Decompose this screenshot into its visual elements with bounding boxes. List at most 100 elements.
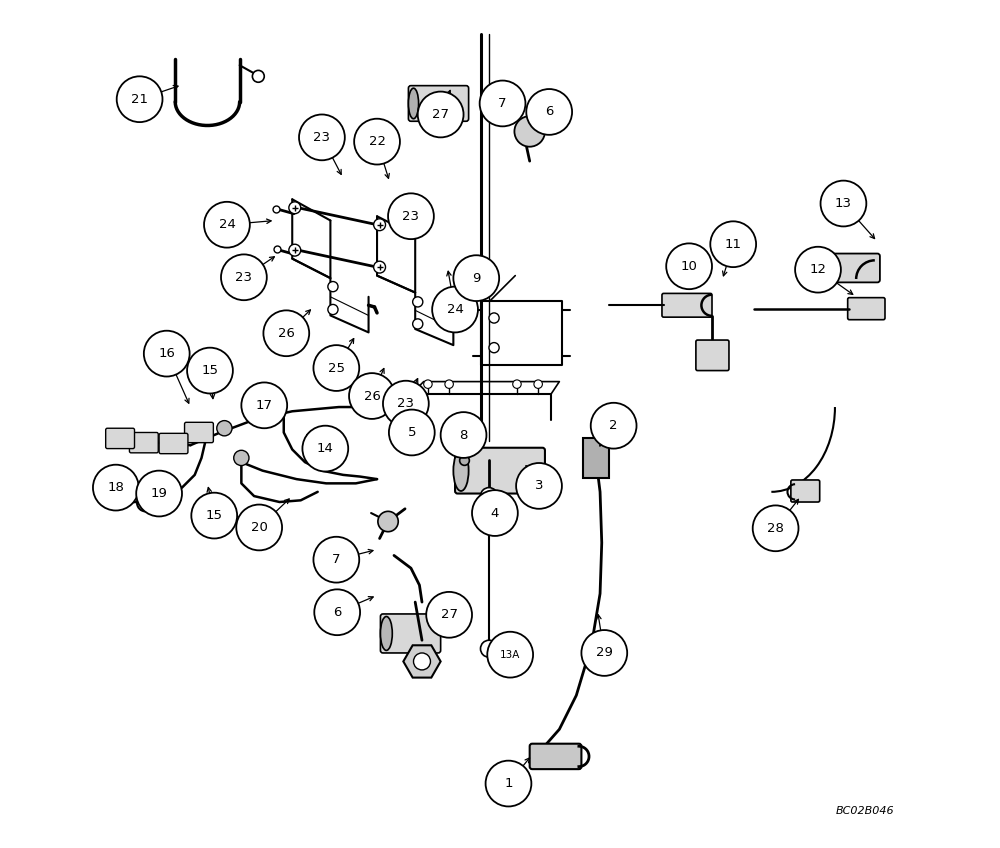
Circle shape [191,493,237,538]
Text: 15: 15 [206,509,223,522]
Text: 5: 5 [408,426,416,439]
Circle shape [441,412,486,458]
Circle shape [328,304,338,315]
Text: 12: 12 [809,263,826,276]
Circle shape [383,381,429,427]
Circle shape [480,488,497,505]
Circle shape [378,511,398,532]
Text: 25: 25 [328,361,345,375]
Circle shape [313,345,359,391]
Text: 24: 24 [447,303,463,316]
Circle shape [349,373,395,419]
Circle shape [489,313,499,323]
Text: 7: 7 [332,553,341,566]
Text: 13A: 13A [500,650,520,660]
Text: 9: 9 [472,271,480,285]
Text: 26: 26 [278,326,295,340]
Ellipse shape [380,616,392,650]
FancyBboxPatch shape [380,614,441,653]
Circle shape [516,463,562,509]
Text: 4: 4 [491,506,499,520]
Text: 15: 15 [201,364,218,377]
Text: 29: 29 [596,646,613,660]
Circle shape [795,247,841,293]
Circle shape [418,92,464,137]
FancyBboxPatch shape [583,438,609,478]
Circle shape [453,255,499,301]
Circle shape [314,589,360,635]
Circle shape [374,261,386,273]
FancyBboxPatch shape [696,340,729,371]
Circle shape [581,630,627,676]
Text: 7: 7 [498,97,507,110]
Circle shape [302,426,348,471]
Text: 23: 23 [235,271,252,284]
Circle shape [487,632,533,678]
Circle shape [513,380,521,388]
Text: 23: 23 [402,209,419,223]
Circle shape [93,465,139,510]
Text: 11: 11 [725,237,742,251]
Text: 28: 28 [767,522,784,535]
Text: 10: 10 [681,259,698,273]
Text: 16: 16 [158,347,175,360]
Circle shape [591,403,637,449]
Text: 1: 1 [504,777,513,790]
Circle shape [534,380,542,388]
Circle shape [117,76,162,122]
Circle shape [413,319,423,329]
Circle shape [486,761,531,806]
Circle shape [514,116,545,147]
FancyBboxPatch shape [455,448,545,494]
Circle shape [374,219,386,231]
FancyBboxPatch shape [530,744,581,769]
Circle shape [234,450,249,466]
Circle shape [328,282,338,292]
Circle shape [252,70,264,82]
Circle shape [472,490,518,536]
Circle shape [753,505,798,551]
Text: 18: 18 [107,481,124,494]
Text: 14: 14 [317,442,334,455]
Ellipse shape [408,88,419,119]
Circle shape [144,331,190,377]
Circle shape [710,221,756,267]
FancyBboxPatch shape [159,433,188,454]
Polygon shape [403,645,441,678]
Circle shape [217,421,232,436]
Circle shape [445,380,453,388]
FancyBboxPatch shape [185,422,213,443]
Circle shape [299,114,345,160]
FancyBboxPatch shape [791,480,820,502]
Text: 23: 23 [313,131,330,144]
Circle shape [221,254,267,300]
Text: 22: 22 [369,135,386,148]
Text: 26: 26 [364,389,380,403]
Circle shape [289,202,301,214]
Circle shape [489,343,499,353]
Circle shape [241,382,287,428]
Text: 6: 6 [545,105,553,119]
Ellipse shape [453,450,469,491]
Circle shape [389,410,435,455]
FancyBboxPatch shape [129,432,158,453]
Circle shape [313,537,359,583]
Circle shape [426,592,472,638]
Text: 24: 24 [219,218,235,232]
FancyBboxPatch shape [106,428,135,449]
Text: 27: 27 [441,608,458,622]
Circle shape [526,89,572,135]
Text: 19: 19 [151,487,168,500]
Text: 17: 17 [256,399,273,412]
Circle shape [354,119,400,165]
Circle shape [666,243,712,289]
Circle shape [432,287,478,332]
Circle shape [236,505,282,550]
FancyBboxPatch shape [408,86,469,121]
Text: 23: 23 [397,397,414,410]
Circle shape [480,81,525,126]
Circle shape [187,348,233,393]
Circle shape [388,193,434,239]
Circle shape [289,244,301,256]
Text: 6: 6 [333,605,341,619]
